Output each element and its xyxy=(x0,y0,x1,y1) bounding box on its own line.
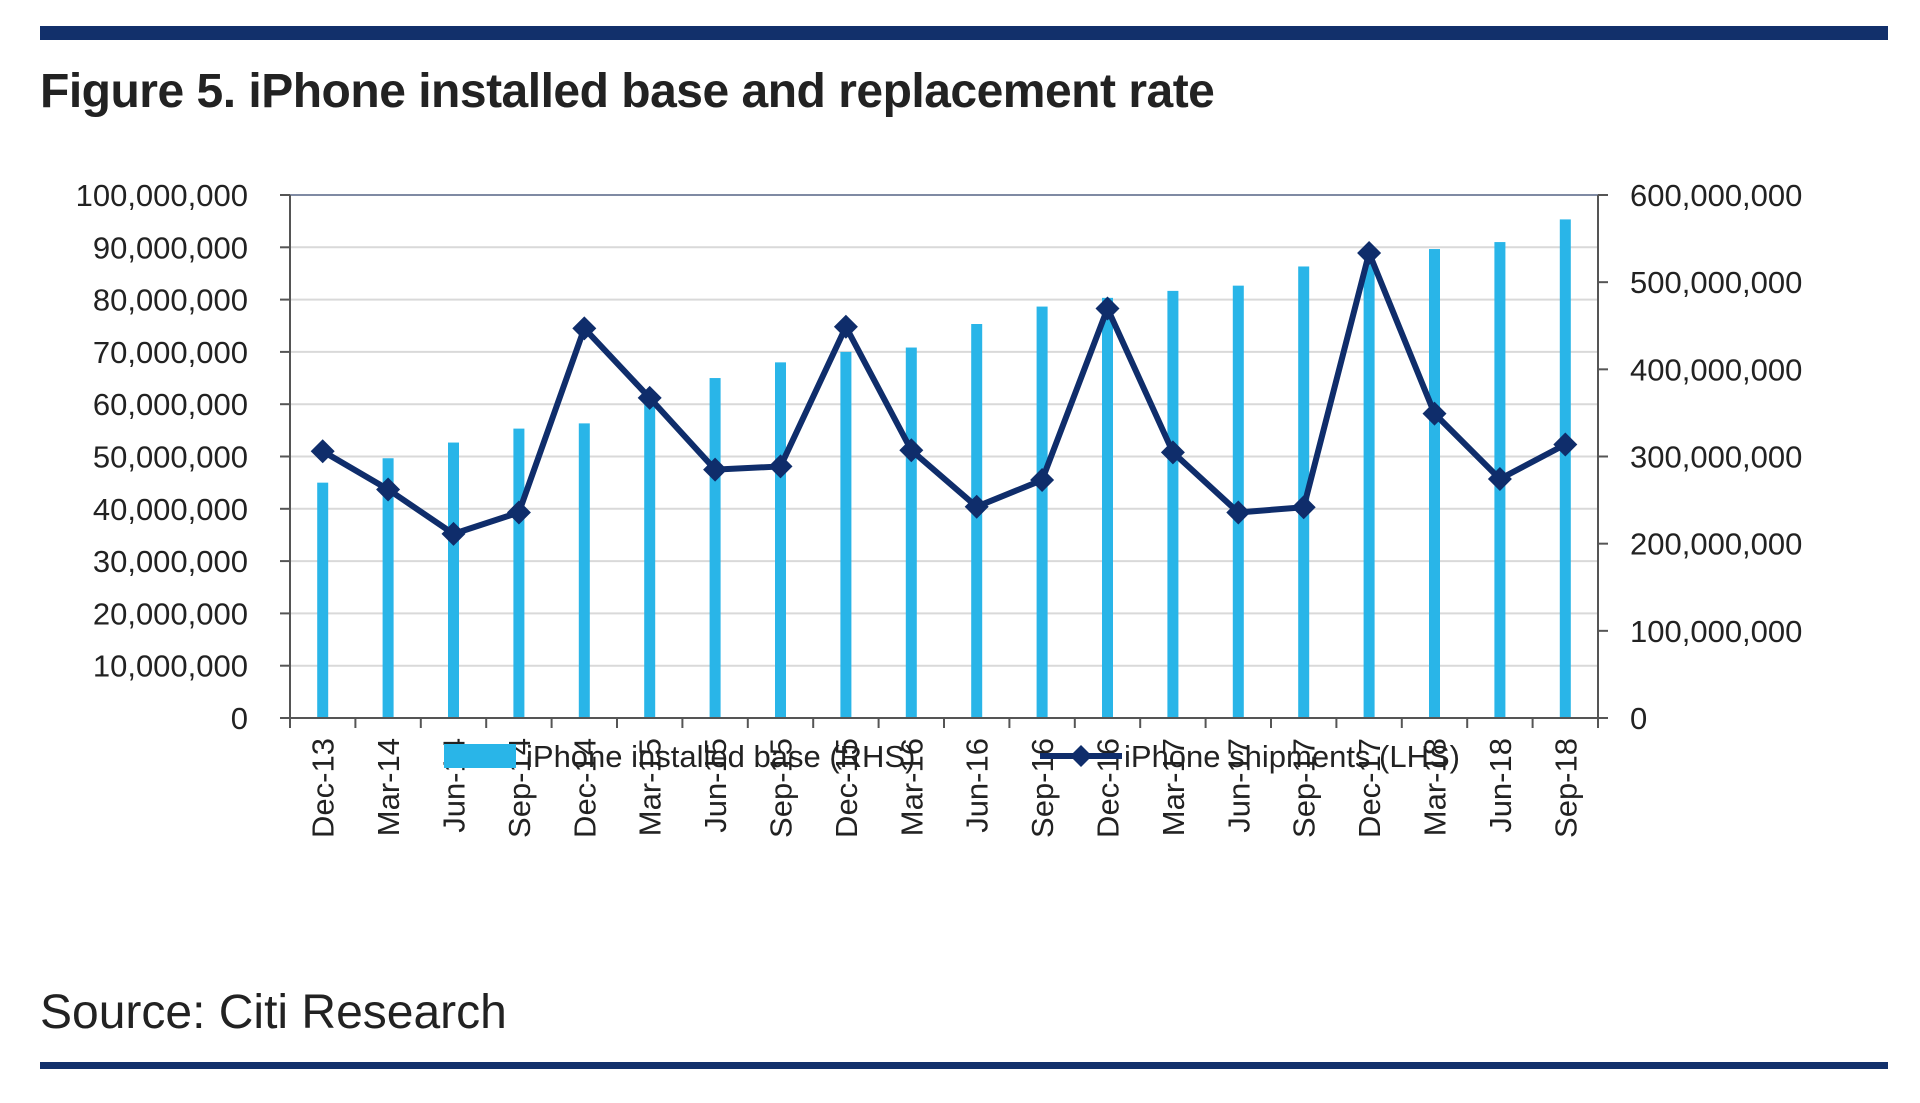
legend-label-installed-base: iPhone installed base (RHS) xyxy=(526,739,915,774)
marker-shipments xyxy=(376,477,401,502)
x-tick-label: Mar-16 xyxy=(894,738,929,836)
marker-shipments xyxy=(1226,500,1251,525)
y-right-tick-label: 200,000,000 xyxy=(1630,527,1802,562)
marker-shipments xyxy=(1357,241,1382,266)
bar-installed-base xyxy=(1559,219,1571,718)
y-right-tick-label: 600,000,000 xyxy=(1630,178,1802,213)
x-tick-label: Dec-13 xyxy=(306,738,341,838)
bar-installed-base xyxy=(644,402,656,718)
x-tick-label: Sep-15 xyxy=(764,738,799,838)
marker-shipments xyxy=(768,454,793,479)
bar-installed-base xyxy=(578,423,590,718)
x-tick-label: Jun-18 xyxy=(1483,738,1518,833)
bar-installed-base xyxy=(1429,249,1440,718)
marker-shipments xyxy=(637,385,662,410)
marker-shipments xyxy=(310,439,335,464)
y-left-tick-label: 0 xyxy=(231,701,248,736)
marker-shipments xyxy=(1030,468,1055,493)
top-rule xyxy=(40,26,1888,40)
x-tick-label: Mar-14 xyxy=(371,738,406,836)
source-note: Source: Citi Research xyxy=(40,986,507,1039)
y-left-tick-label: 10,000,000 xyxy=(93,649,248,684)
bar-installed-base xyxy=(709,378,721,718)
chart: 0 10,000,000 20,000,000 30,000,000 40,000,00… xyxy=(76,178,1803,838)
y-left-tick-label: 60,000,000 xyxy=(93,387,248,422)
y-right-tick-label: 100,000,000 xyxy=(1630,614,1802,649)
marker-shipments xyxy=(1487,466,1512,491)
marker-shipments xyxy=(703,457,728,482)
marker-shipments xyxy=(899,438,924,463)
y-right-tick-label: 400,000,000 xyxy=(1630,352,1802,387)
y-left-tick-label: 30,000,000 xyxy=(93,544,248,579)
bar-installed-base xyxy=(317,482,329,718)
figure-title: Figure 5. iPhone installed base and repl… xyxy=(40,65,1215,118)
y-left-tick-label: 100,000,000 xyxy=(76,178,248,213)
x-tick-label: Sep-17 xyxy=(1287,738,1322,838)
y-right-tick-label: 500,000,000 xyxy=(1630,265,1802,300)
y-left-tick-label: 50,000,000 xyxy=(93,440,248,475)
bar-installed-base xyxy=(775,362,786,718)
y-left-tick-label: 40,000,000 xyxy=(93,492,248,527)
bar-installed-base xyxy=(971,324,983,718)
marker-shipments xyxy=(1095,296,1120,321)
x-tick-label: Jun-16 xyxy=(960,738,995,833)
bar-installed-base xyxy=(1167,290,1179,718)
marker-shipments xyxy=(1291,495,1316,520)
line-shipments xyxy=(321,250,1567,537)
x-tick-label: Dec-16 xyxy=(1091,738,1126,838)
bar-installed-base xyxy=(1363,262,1375,718)
bar-installed-base xyxy=(448,442,459,718)
marker-shipments xyxy=(833,314,858,339)
y-left-tick-label: 90,000,000 xyxy=(93,230,248,265)
y-left-tick-label: 80,000,000 xyxy=(93,283,248,318)
x-tick-label: Mar-15 xyxy=(633,738,668,836)
marker-shipments xyxy=(964,494,989,519)
marker-shipments xyxy=(1422,401,1447,426)
bar-installed-base xyxy=(1298,266,1310,718)
bar-installed-base xyxy=(905,347,917,718)
x-tick-label: Jun-17 xyxy=(1221,738,1256,833)
x-tick-label: Mar-18 xyxy=(1418,738,1453,836)
bar-installed-base xyxy=(840,351,852,718)
legend-marker-shipments xyxy=(1070,745,1092,767)
bar-installed-base xyxy=(382,458,394,718)
marker-shipments xyxy=(1160,440,1185,465)
x-tick-label: Dec-14 xyxy=(567,738,602,838)
x-tick-label: Dec-15 xyxy=(829,738,864,838)
bar-installed-base xyxy=(1036,306,1048,718)
bar-installed-base xyxy=(1102,297,1113,718)
marker-shipments xyxy=(506,500,531,525)
x-tick-label: Mar-17 xyxy=(1156,738,1191,836)
bar-installed-base xyxy=(513,428,525,718)
x-tick-label: Dec-17 xyxy=(1352,738,1387,838)
x-tick-label: Jun-15 xyxy=(698,738,733,833)
marker-shipments xyxy=(572,316,597,341)
y-right-tick-label: 0 xyxy=(1630,701,1647,736)
legend-label-shipments: iPhone shipments (LHS) xyxy=(1124,739,1460,774)
y-right-tick-label: 300,000,000 xyxy=(1630,440,1802,475)
x-tick-label: Sep-18 xyxy=(1548,738,1583,838)
x-tick-label: Sep-16 xyxy=(1025,738,1060,838)
y-left-tick-label: 20,000,000 xyxy=(93,596,248,631)
y-left-tick-label: 70,000,000 xyxy=(93,335,248,370)
bottom-rule xyxy=(40,1062,1888,1069)
legend-swatch-installed-base xyxy=(444,744,516,768)
marker-shipments xyxy=(1553,432,1578,457)
marker-shipments xyxy=(441,521,466,546)
